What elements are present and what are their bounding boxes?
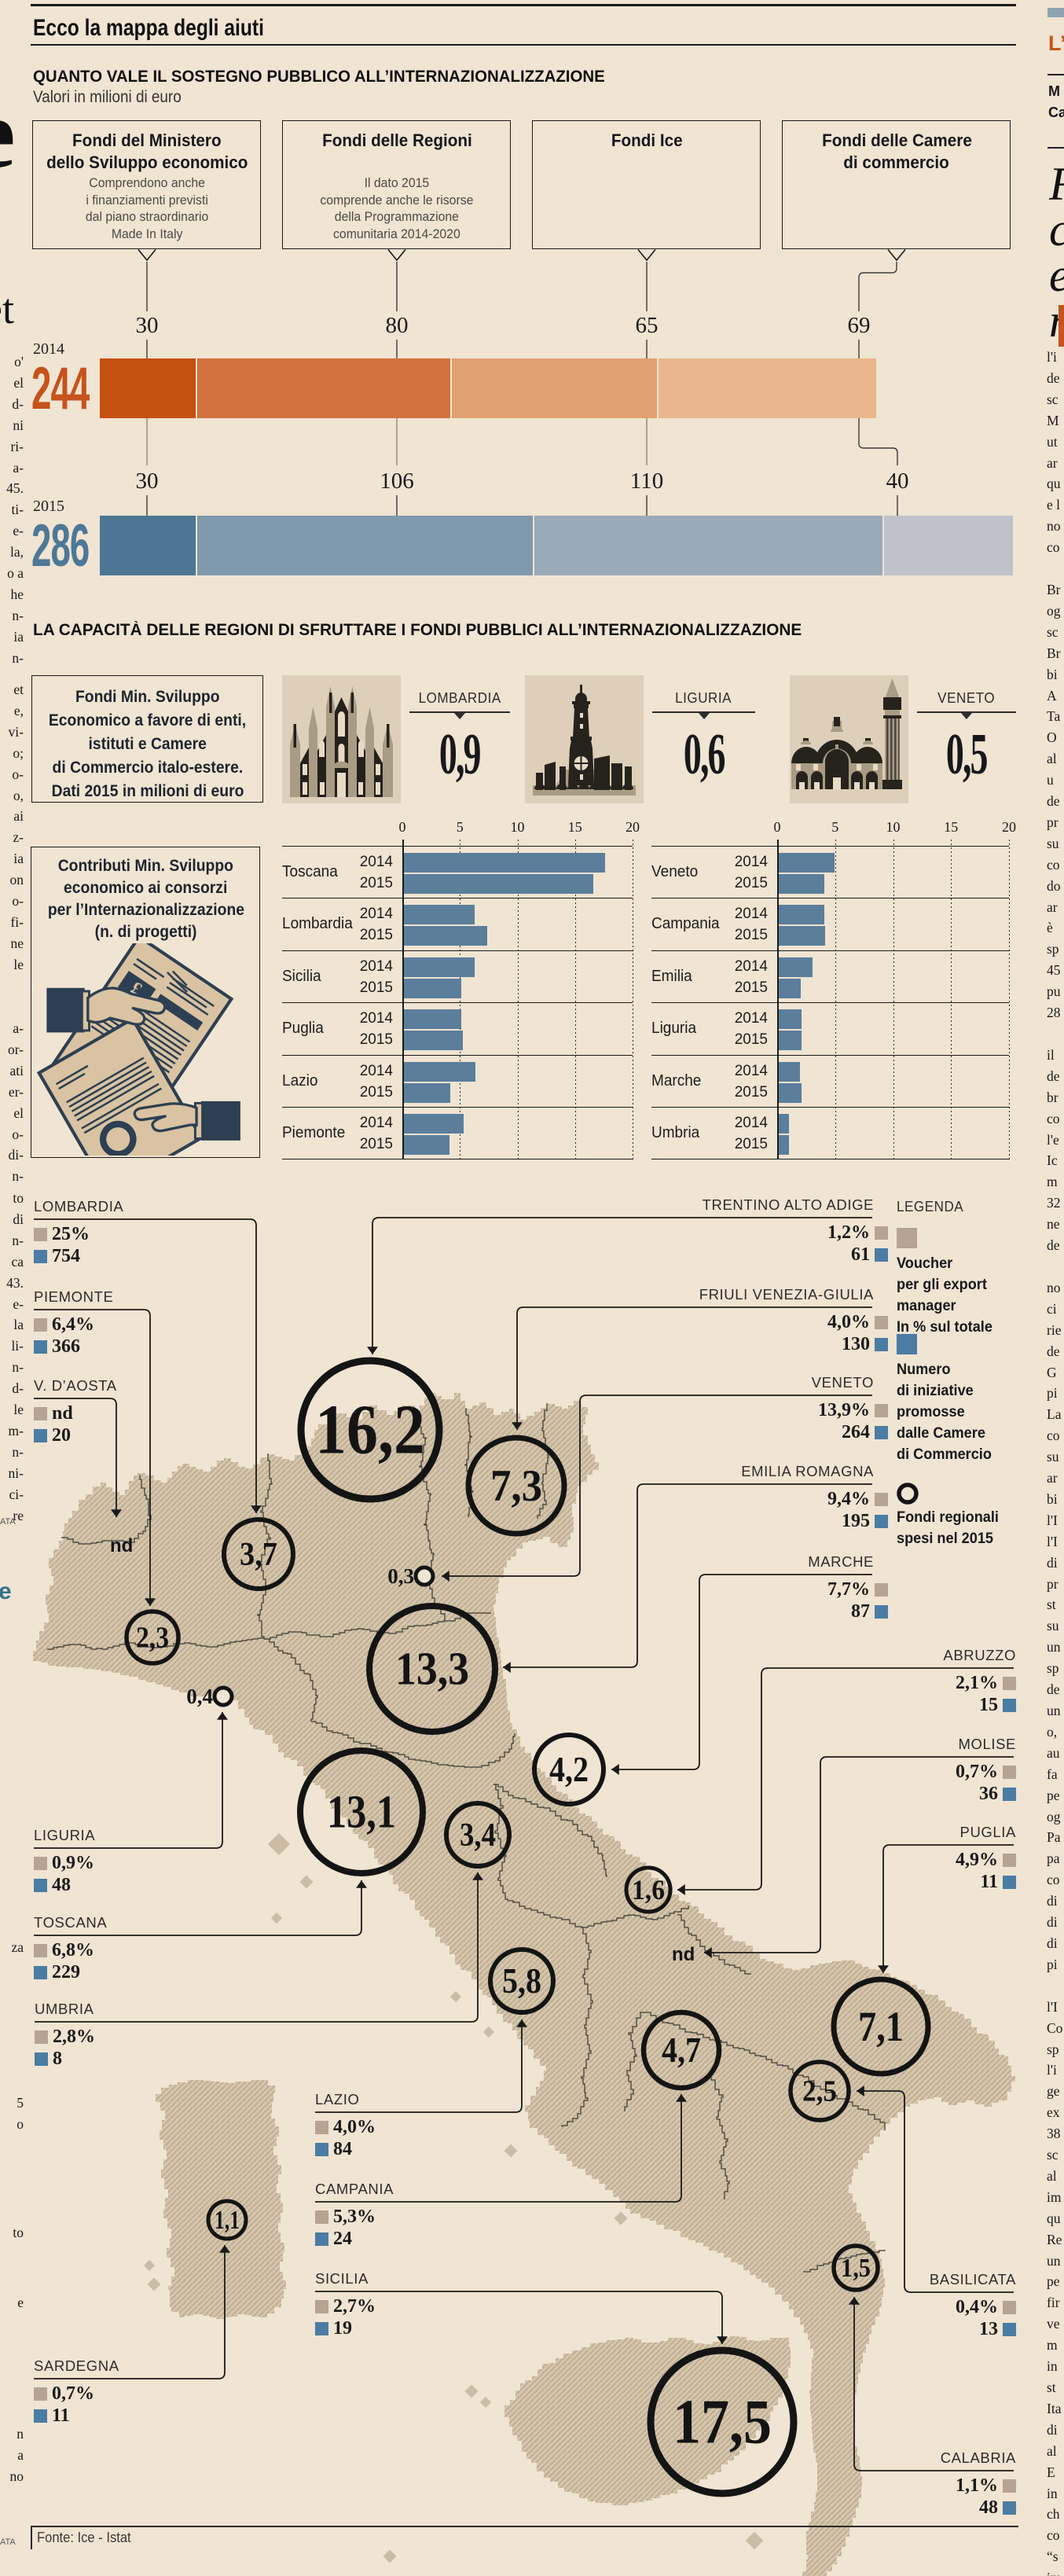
svg-text:nd: nd	[110, 1535, 133, 1556]
svg-text:nd: nd	[672, 1944, 695, 1965]
svg-text:1,1: 1,1	[215, 2206, 240, 2235]
svg-text:1,5: 1,5	[841, 2254, 871, 2283]
svg-text:3,4: 3,4	[460, 1817, 496, 1854]
svg-text:7,1: 7,1	[858, 2003, 904, 2050]
svg-text:0,4: 0,4	[186, 1685, 213, 1708]
svg-text:13,3: 13,3	[395, 1642, 469, 1694]
svg-text:16,2: 16,2	[315, 1391, 425, 1469]
svg-text:17,5: 17,5	[673, 2387, 772, 2457]
svg-text:4,2: 4,2	[549, 1749, 589, 1789]
svg-text:4,7: 4,7	[662, 2030, 701, 2070]
svg-text:2,3: 2,3	[136, 1622, 169, 1655]
svg-text:0,3: 0,3	[387, 1564, 414, 1588]
svg-text:7,3: 7,3	[490, 1461, 542, 1511]
svg-text:3,7: 3,7	[240, 1537, 277, 1573]
svg-text:13,1: 13,1	[327, 1785, 396, 1837]
svg-text:5,8: 5,8	[502, 1960, 541, 2001]
svg-text:2,5: 2,5	[802, 2075, 837, 2108]
svg-text:1,6: 1,6	[632, 1874, 665, 1905]
